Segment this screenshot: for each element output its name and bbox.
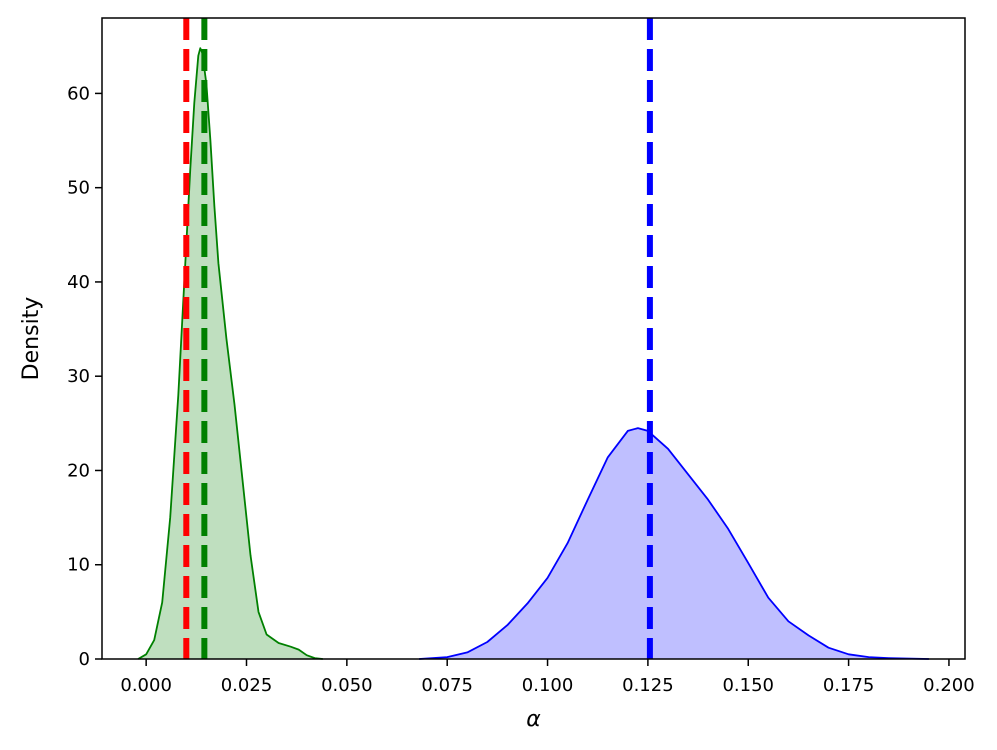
- x-tick-label: 0.000: [120, 675, 172, 696]
- x-tick-label: 0.200: [923, 675, 975, 696]
- density-areas: [137, 47, 929, 660]
- x-tick-label: 0.125: [622, 675, 674, 696]
- plot-frame: [101, 17, 966, 660]
- density-fill-1: [419, 428, 929, 659]
- y-tick-label: 10: [67, 555, 90, 576]
- y-tick-label: 40: [67, 272, 90, 293]
- y-axis: 0 10 20 30 40 50 60: [67, 83, 102, 670]
- x-axis: 0.000 0.025 0.050 0.075 0.100 0.125 0.150 0.175…: [120, 659, 975, 696]
- x-tick-label: 0.100: [522, 675, 574, 696]
- x-tick-label: 0.175: [823, 675, 875, 696]
- y-axis-label: Density: [19, 297, 44, 381]
- y-tick-label: 50: [67, 178, 90, 199]
- x-tick-label: 0.150: [722, 675, 774, 696]
- x-axis-label: α: [526, 707, 541, 732]
- y-tick-label: 30: [67, 366, 90, 387]
- x-tick-label: 0.075: [421, 675, 473, 696]
- density-line-1: [419, 427, 929, 660]
- density-line-0: [137, 47, 323, 660]
- reference-lines: [183, 18, 653, 659]
- x-tick-label: 0.025: [221, 675, 273, 696]
- density-fill-0: [138, 48, 323, 659]
- y-tick-label: 60: [67, 83, 90, 104]
- y-tick-label: 20: [67, 460, 90, 481]
- x-tick-label: 0.050: [321, 675, 373, 696]
- y-tick-label: 0: [79, 649, 90, 670]
